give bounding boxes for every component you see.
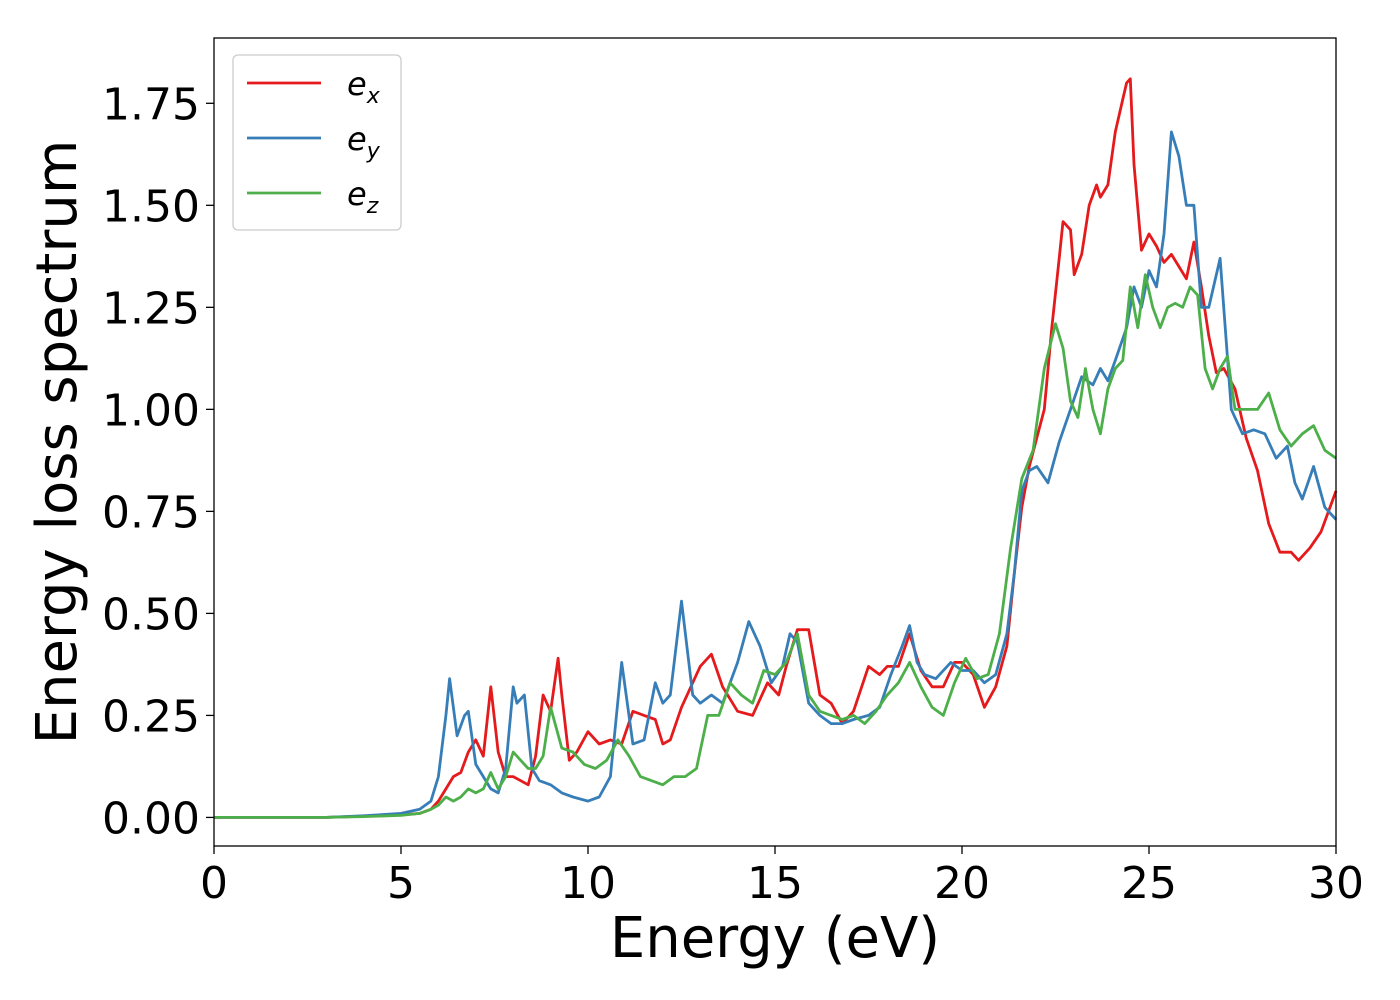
- y-axis-title: Energy loss spectrum: [25, 140, 90, 745]
- y-tick-label: 0.50: [102, 589, 200, 640]
- x-tick-label: 10: [560, 858, 616, 909]
- x-tick-label: 0: [200, 858, 228, 909]
- x-tick-label: 15: [747, 858, 803, 909]
- y-tick-label: 1.00: [102, 385, 200, 436]
- legend-box: [232, 54, 402, 231]
- series-lines: [214, 77, 1338, 819]
- x-tick-label: 30: [1308, 858, 1364, 909]
- y-tick-label: 0.00: [102, 793, 200, 844]
- y-tick-label: 1.75: [102, 79, 200, 130]
- x-tick-label: 20: [934, 858, 990, 909]
- y-tick-label: 1.50: [102, 181, 200, 232]
- y-axis: 0.00 0.25 0.50 0.75 1.00 1.25 1.50 1.75: [102, 79, 214, 844]
- x-axis: 0 5 10 15 20 25 30: [200, 846, 1364, 909]
- x-tick-label: 25: [1121, 858, 1177, 909]
- y-tick-label: 0.25: [102, 691, 200, 742]
- y-tick-label: 0.75: [102, 487, 200, 538]
- series-line-y: [214, 130, 1338, 819]
- x-tick-label: 5: [387, 858, 415, 909]
- y-tick-label: 1.25: [102, 283, 200, 334]
- series-line-z: [214, 273, 1337, 819]
- x-axis-title: Energy (eV): [610, 906, 940, 971]
- series-line-x: [214, 77, 1338, 819]
